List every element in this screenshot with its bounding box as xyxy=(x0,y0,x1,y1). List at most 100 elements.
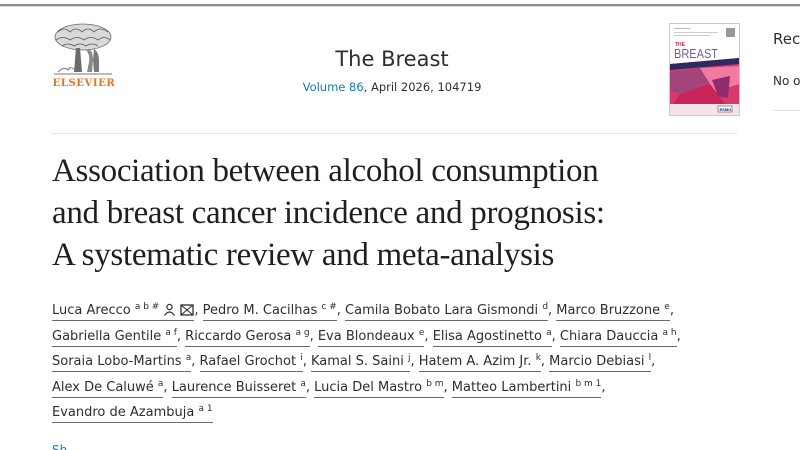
author-affiliations: a b # xyxy=(134,302,160,312)
header-divider xyxy=(52,133,738,134)
author-name: Evandro de Azambuja xyxy=(52,405,195,420)
author-affiliations: e xyxy=(418,327,425,338)
separator: , xyxy=(336,303,346,318)
author-link[interactable]: Eva Blondeaux e xyxy=(317,327,425,347)
title-line: and breast cancer incidence and prognosi… xyxy=(52,195,605,231)
author-affiliations: a 1 xyxy=(198,404,213,414)
author-link[interactable]: Hatem A. Azim Jr. k xyxy=(418,353,541,372)
elsevier-tree-icon xyxy=(54,23,112,75)
author-name: Camila Bobato Lara Gismondi xyxy=(345,303,539,318)
author-link[interactable]: Marcio Debiasi l xyxy=(549,353,652,372)
separator: , xyxy=(601,379,606,395)
author-name: Hatem A. Azim Jr. xyxy=(418,354,532,369)
author-name: Riccardo Gerosa xyxy=(185,328,292,344)
title-line: A systematic review and meta-analysis xyxy=(52,237,555,273)
separator: , xyxy=(548,303,557,318)
author-affiliations: b m 1 xyxy=(575,378,602,389)
author-link[interactable]: Riccardo Gerosa a g xyxy=(185,327,310,347)
author-name: Soraia Lobo-Martins xyxy=(52,354,182,369)
author-affiliations: a xyxy=(300,378,306,389)
author-affiliations: i xyxy=(300,353,303,363)
author-affiliations: a xyxy=(546,327,552,338)
author-affiliations: k xyxy=(535,353,541,363)
author-affiliations: a g xyxy=(295,327,310,338)
journal-title-link[interactable]: The Breast xyxy=(335,47,449,71)
separator: , xyxy=(176,328,186,344)
author-link[interactable]: Elisa Agostinetto a xyxy=(432,327,552,347)
svg-text:THE: THE xyxy=(675,42,686,48)
author-name: Luca Arecco xyxy=(52,303,131,318)
email-icon[interactable] xyxy=(180,300,194,326)
author-list: Luca Arecco a b #, Pedro M. Cacilhas c #… xyxy=(52,298,752,426)
journal-cover-image: THE BREAST ESMO xyxy=(670,24,739,115)
author-link[interactable]: Evandro de Azambuja a 1 xyxy=(52,405,213,423)
author-link[interactable]: Kamal S. Saini j xyxy=(310,353,411,372)
author-name: Lucia Del Mastro xyxy=(314,379,423,395)
browser-top-border-shadow xyxy=(0,6,800,7)
article-title: Association between alcohol consumption … xyxy=(52,150,752,276)
separator: , xyxy=(305,379,315,395)
author-affiliations: e xyxy=(664,302,670,312)
author-affiliations: b m xyxy=(426,378,444,389)
sidebar-text: No o xyxy=(773,74,800,88)
author-name: Alex De Caluwé xyxy=(52,379,154,395)
author-name: Laurence Buisseret xyxy=(171,379,297,395)
sidebar-divider xyxy=(773,110,800,111)
author-link[interactable]: Laurence Buisseret a xyxy=(171,378,306,398)
author-link[interactable]: Pedro M. Cacilhas c # xyxy=(202,302,337,321)
person-icon[interactable] xyxy=(163,300,176,326)
author-line: Luca Arecco a b #, Pedro M. Cacilhas c #… xyxy=(52,298,752,324)
author-affiliations: j xyxy=(407,353,411,363)
volume-link[interactable]: Volume 86 xyxy=(302,80,364,94)
author-affiliations: c # xyxy=(321,302,337,312)
separator: , xyxy=(443,379,452,395)
separator: , xyxy=(163,379,172,395)
separator: , xyxy=(410,354,419,369)
author-link[interactable]: Chiara Dauccia a h xyxy=(559,328,677,347)
author-affiliations: a f xyxy=(165,327,177,338)
issue-date-and-article-number: , April 2026, 104719 xyxy=(363,80,482,94)
separator: , xyxy=(191,354,200,369)
title-line: Association between alcohol consumption xyxy=(52,153,599,189)
journal-issue-details: Volume 86, April 2026, 104719 xyxy=(240,80,544,94)
author-name: Matteo Lambertini xyxy=(451,379,572,395)
author-affiliations: a xyxy=(157,378,164,389)
publisher-wordmark: ELSEVIER xyxy=(52,78,116,89)
author-name: Kamal S. Saini xyxy=(310,354,404,369)
author-link[interactable]: Gabriella Gentile a f xyxy=(52,327,177,347)
separator: , xyxy=(676,328,681,344)
elsevier-logo[interactable] xyxy=(52,22,114,92)
author-name: Gabriella Gentile xyxy=(52,328,162,344)
separator: , xyxy=(551,328,560,344)
author-link[interactable]: Lucia Del Mastro b m xyxy=(314,378,444,398)
show-more-link[interactable]: Sh xyxy=(52,443,68,450)
journal-info: The Breast Volume 86, April 2026, 104719 xyxy=(240,46,544,94)
author-line: Evandro de Azambuja a 1 xyxy=(52,400,752,426)
sidebar-heading: Rec xyxy=(773,30,800,48)
author-link[interactable]: Marco Bruzzone e xyxy=(556,303,670,321)
author-name: Eva Blondeaux xyxy=(317,328,415,344)
browser-top-border xyxy=(0,4,800,6)
author-name: Pedro M. Cacilhas xyxy=(202,303,318,318)
author-link[interactable]: Alex De Caluwé a xyxy=(52,378,164,398)
author-link[interactable]: Camila Bobato Lara Gismondi d xyxy=(345,302,549,321)
author-link[interactable]: Soraia Lobo-Martins a xyxy=(52,353,192,372)
author-affiliations: l xyxy=(648,353,652,363)
author-link[interactable]: Matteo Lambertini b m 1 xyxy=(451,378,602,398)
author-line: Gabriella Gentile a f, Riccardo Gerosa a… xyxy=(52,324,752,350)
author-name: Marcio Debiasi xyxy=(549,354,645,369)
author-line: Alex De Caluwé a, Laurence Buisseret a, … xyxy=(52,375,752,401)
author-link[interactable]: Luca Arecco a b # xyxy=(52,302,195,321)
author-name: Rafael Grochot xyxy=(199,354,297,369)
svg-text:ESMO: ESMO xyxy=(720,107,732,112)
separator: , xyxy=(302,354,311,369)
separator: , xyxy=(309,328,318,344)
separator: , xyxy=(424,328,433,344)
separator: , xyxy=(651,354,656,369)
author-affiliations: d xyxy=(542,302,549,312)
svg-text:BREAST: BREAST xyxy=(674,46,718,61)
author-affiliations: a xyxy=(185,353,192,363)
journal-cover-thumbnail[interactable]: THE BREAST ESMO xyxy=(669,23,740,116)
author-link[interactable]: Rafael Grochot i xyxy=(199,353,303,372)
author-name: Chiara Dauccia xyxy=(559,328,659,344)
